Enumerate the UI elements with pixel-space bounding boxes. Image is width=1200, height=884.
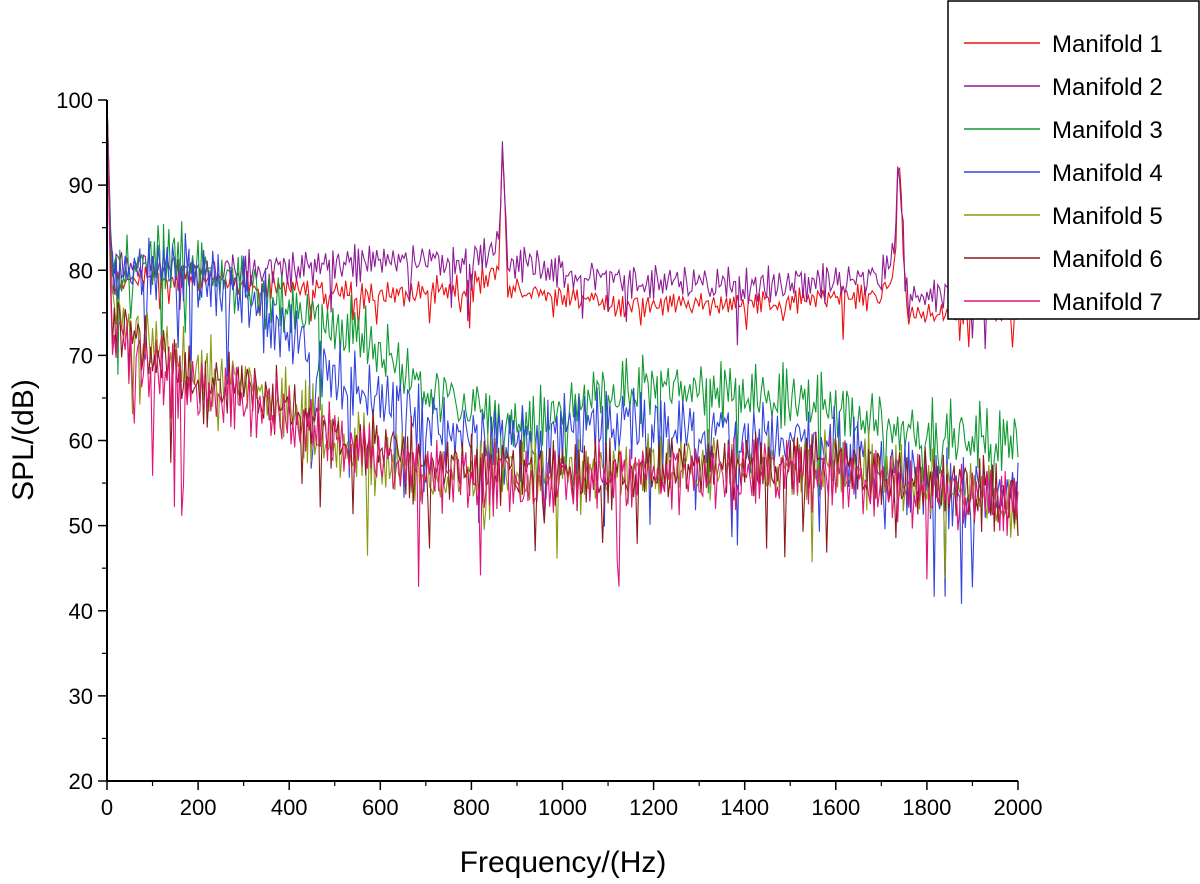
x-tick-label: 600 <box>362 795 399 820</box>
legend-label-1: Manifold 1 <box>1052 31 1163 58</box>
series-line-7 <box>107 99 1019 587</box>
legend-label-5: Manifold 5 <box>1052 203 1163 230</box>
x-tick-label: 2000 <box>994 795 1043 820</box>
x-tick-label: 0 <box>101 795 113 820</box>
series-line-5 <box>107 99 1019 580</box>
y-axis-title: SPL/(dB) <box>7 379 40 501</box>
y-tick-label: 40 <box>69 599 93 624</box>
x-tick-label: 400 <box>271 795 308 820</box>
y-tick-label: 80 <box>69 258 93 283</box>
series-line-6 <box>107 99 1019 558</box>
x-axis-title: Frequency/(Hz) <box>460 846 667 879</box>
y-tick-label: 20 <box>69 769 93 794</box>
x-tick-label: 800 <box>453 795 490 820</box>
legend-label-6: Manifold 6 <box>1052 246 1163 273</box>
plot-lines <box>107 99 1019 604</box>
y-tick-label: 100 <box>56 88 93 113</box>
x-tick-label: 1800 <box>902 795 951 820</box>
x-tick-label: 1600 <box>811 795 860 820</box>
legend-label-7: Manifold 7 <box>1052 289 1163 316</box>
legend-label-2: Manifold 2 <box>1052 74 1163 101</box>
axes: 0 200 400 600 800 1000 1200 1400 1600 1800 2000 20 3… <box>56 88 1042 820</box>
legend-box <box>947 0 1200 320</box>
y-tick-label: 50 <box>69 514 93 539</box>
y-tick-label: 90 <box>69 173 93 198</box>
legend-label-4: Manifold 4 <box>1052 160 1163 187</box>
x-tick-label: 1400 <box>720 795 769 820</box>
legend: Manifold 1 Manifold 2 Manifold 3 Manifold 4… <box>947 0 1200 320</box>
y-tick-label: 60 <box>69 429 93 454</box>
x-tick-label: 200 <box>180 795 217 820</box>
x-tick-label: 1200 <box>629 795 678 820</box>
legend-label-3: Manifold 3 <box>1052 117 1163 144</box>
y-tick-label: 70 <box>69 343 93 368</box>
x-tick-label: 1000 <box>538 795 587 820</box>
series-line-1 <box>107 99 1019 348</box>
y-tick-label: 30 <box>69 684 93 709</box>
series-line-4 <box>107 99 1019 604</box>
series-line-2 <box>107 99 1019 350</box>
